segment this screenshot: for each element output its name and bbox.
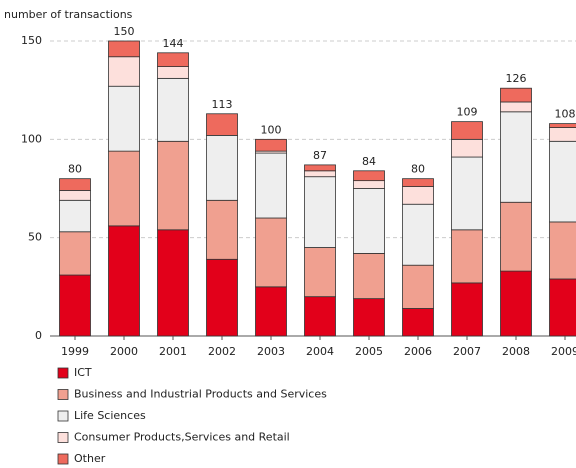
bar-segment bbox=[157, 140, 189, 231]
legend-swatch bbox=[57, 367, 69, 379]
x-tick-label: 2007 bbox=[453, 345, 481, 358]
bar-segment bbox=[500, 101, 532, 113]
bar-segment bbox=[255, 138, 287, 152]
bar-segment bbox=[451, 282, 483, 337]
bar-segment bbox=[500, 111, 532, 203]
y-tick-label: 0 bbox=[35, 329, 42, 342]
bar-segment bbox=[402, 264, 434, 309]
bar-segment bbox=[157, 229, 189, 337]
legend-swatch bbox=[57, 389, 69, 400]
bar-segment bbox=[59, 190, 91, 201]
bar-segment bbox=[402, 203, 434, 266]
x-tick-label: 1999 bbox=[61, 345, 89, 358]
bar-segment bbox=[108, 150, 140, 227]
bar-segment bbox=[451, 138, 483, 158]
legend-label: Life Sciences bbox=[74, 409, 146, 422]
bar-segment bbox=[206, 258, 238, 337]
bar-segment bbox=[157, 66, 189, 79]
bar-segment bbox=[549, 127, 576, 142]
bar-segment bbox=[255, 217, 287, 288]
bar-segment bbox=[353, 170, 385, 182]
total-label: 113 bbox=[212, 98, 233, 111]
total-label: 80 bbox=[411, 163, 425, 176]
y-tick-label: 100 bbox=[21, 132, 42, 145]
bar-segment bbox=[304, 247, 336, 298]
bar-segment bbox=[255, 152, 287, 219]
bar-segment bbox=[108, 56, 140, 87]
legend-label: Consumer Products,Services and Retail bbox=[74, 431, 290, 444]
total-label: 109 bbox=[457, 106, 478, 119]
x-tick-label: 2002 bbox=[208, 345, 236, 358]
x-tick-label: 2001 bbox=[159, 345, 187, 358]
x-tick-label: 2008 bbox=[502, 345, 530, 358]
bar-segment bbox=[304, 296, 336, 337]
bar-segment bbox=[157, 77, 189, 142]
bar-segment bbox=[451, 156, 483, 231]
y-tick-label: 150 bbox=[21, 34, 42, 47]
bar-segment bbox=[402, 178, 434, 187]
bar-segment bbox=[108, 225, 140, 337]
bar-segment bbox=[59, 178, 91, 191]
total-label: 80 bbox=[68, 163, 82, 176]
bar-segment bbox=[108, 85, 140, 152]
bar-segment bbox=[451, 121, 483, 140]
bar-segment bbox=[206, 134, 238, 201]
bar-segment bbox=[59, 231, 91, 276]
bar-segment bbox=[304, 164, 336, 172]
y-axis-label: number of transactions bbox=[4, 8, 133, 21]
x-tick-label: 2009 bbox=[551, 345, 576, 358]
bar-segment bbox=[500, 201, 532, 272]
bar-segment bbox=[549, 140, 576, 223]
total-label: 87 bbox=[313, 149, 327, 162]
total-label: 84 bbox=[362, 155, 376, 168]
bar-segment bbox=[549, 221, 576, 280]
bar-segment bbox=[304, 170, 336, 178]
bar-segment bbox=[500, 87, 532, 103]
legend-swatch bbox=[57, 410, 69, 422]
bar-segment bbox=[549, 278, 576, 337]
bar-segment bbox=[451, 229, 483, 284]
total-label: 100 bbox=[261, 123, 282, 136]
bar-segment bbox=[500, 270, 532, 337]
total-label: 108 bbox=[555, 108, 576, 121]
x-tick-label: 2003 bbox=[257, 345, 285, 358]
bar-segment bbox=[157, 52, 189, 67]
total-label: 144 bbox=[163, 37, 184, 50]
x-tick-label: 2000 bbox=[110, 345, 138, 358]
x-tick-label: 2004 bbox=[306, 345, 334, 358]
legend-label: Business and Industrial Products and Ser… bbox=[74, 388, 327, 401]
legend-label: ICT bbox=[74, 366, 92, 379]
bar-segment bbox=[206, 199, 238, 260]
legend-swatch bbox=[57, 432, 69, 443]
bar-segment bbox=[304, 176, 336, 248]
bar-segment bbox=[59, 199, 91, 233]
legend-swatch bbox=[57, 453, 69, 465]
bar-segment bbox=[402, 186, 434, 205]
bar-segment bbox=[108, 40, 140, 58]
bar-segment bbox=[549, 123, 576, 128]
bar-segment bbox=[255, 286, 287, 337]
total-label: 126 bbox=[506, 72, 527, 85]
y-tick-label: 50 bbox=[28, 231, 42, 244]
bar-segment bbox=[206, 113, 238, 136]
legend-label: Other bbox=[74, 452, 106, 465]
bar-segment bbox=[353, 180, 385, 189]
bar-segment bbox=[402, 308, 434, 337]
bar-segment bbox=[353, 188, 385, 254]
x-tick-label: 2006 bbox=[404, 345, 432, 358]
bar-segment bbox=[353, 298, 385, 337]
total-label: 150 bbox=[114, 25, 135, 38]
bar-segment bbox=[59, 274, 91, 337]
bar-segment bbox=[353, 252, 385, 300]
x-tick-label: 2005 bbox=[355, 345, 383, 358]
